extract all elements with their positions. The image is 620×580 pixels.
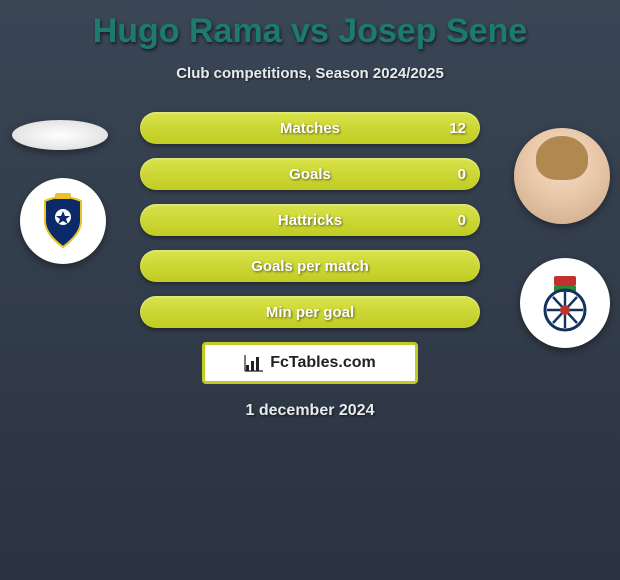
bar-chart-icon bbox=[244, 353, 264, 373]
stat-label: Matches bbox=[140, 120, 480, 137]
stat-row-goals: Goals 0 bbox=[140, 158, 480, 190]
stat-label: Min per goal bbox=[140, 304, 480, 321]
stat-label: Hattricks bbox=[140, 212, 480, 229]
stat-value: 0 bbox=[458, 212, 466, 229]
stat-row-hattricks: Hattricks 0 bbox=[140, 204, 480, 236]
stat-value: 12 bbox=[449, 120, 466, 137]
stat-row-matches: Matches 12 bbox=[140, 112, 480, 144]
stat-label: Goals per match bbox=[140, 258, 480, 275]
subtitle: Club competitions, Season 2024/2025 bbox=[0, 65, 620, 82]
page-title: Hugo Rama vs Josep Sene bbox=[0, 0, 620, 51]
stat-label: Goals bbox=[140, 166, 480, 183]
date-text: 1 december 2024 bbox=[0, 402, 620, 420]
brand-box: FcTables.com bbox=[202, 342, 418, 384]
brand-text: FcTables.com bbox=[270, 354, 376, 372]
stat-row-min-per-goal: Min per goal bbox=[140, 296, 480, 328]
stats-area: Matches 12 Goals 0 Hattricks 0 Goals per… bbox=[0, 112, 620, 420]
stat-value: 0 bbox=[458, 166, 466, 183]
stat-row-goals-per-match: Goals per match bbox=[140, 250, 480, 282]
